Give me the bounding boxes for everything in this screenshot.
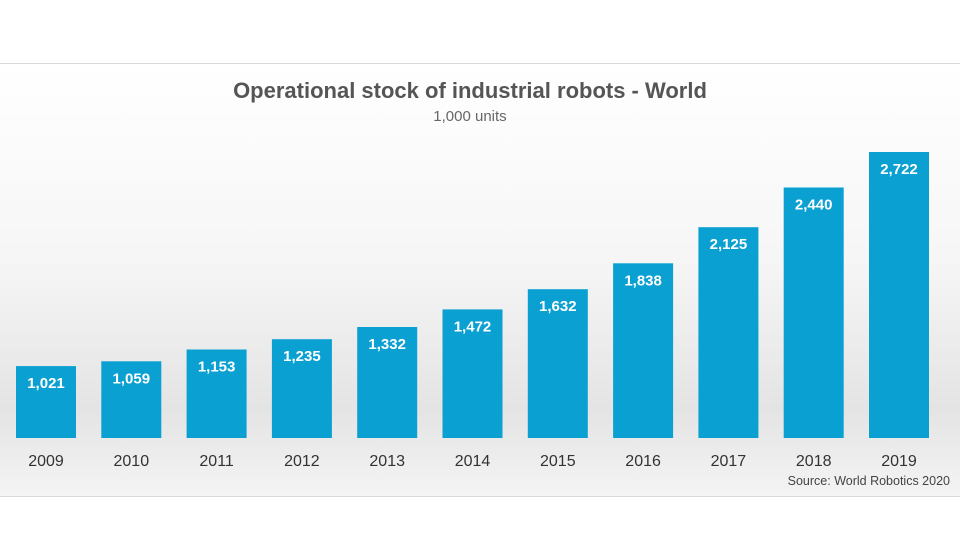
bar-2013 (357, 327, 418, 438)
value-label-2018: 2,440 (795, 197, 833, 214)
value-label-2010: 1,059 (113, 370, 151, 387)
bar-2009 (16, 366, 76, 438)
bar-2016 (613, 263, 674, 438)
value-label-2015: 1,632 (539, 298, 577, 315)
x-tick-2011: 2011 (199, 453, 234, 470)
x-tick-2015: 2015 (540, 453, 576, 470)
bar-2017 (698, 227, 759, 438)
x-tick-2017: 2017 (711, 453, 747, 470)
x-tick-labels-group: 2009 2010 2011 2012 2013 2014 2015 2016 2017 2018… (28, 453, 917, 470)
x-tick-2013: 2013 (369, 453, 405, 470)
bar-2019 (869, 152, 929, 438)
value-label-2012: 1,235 (283, 348, 321, 365)
x-tick-2010: 2010 (114, 453, 150, 470)
x-tick-2012: 2012 (284, 453, 320, 470)
source-note: Source: World Robotics 2020 (787, 474, 950, 488)
x-tick-2019: 2019 (881, 453, 917, 470)
value-label-2019: 2,722 (880, 161, 918, 178)
bar-2015 (527, 289, 588, 438)
chart-title: Operational stock of industrial robots -… (233, 78, 707, 103)
bar-2010 (101, 361, 162, 438)
value-label-2017: 2,125 (710, 236, 748, 253)
bars-group (16, 152, 929, 438)
x-tick-2016: 2016 (625, 453, 661, 470)
value-label-2009: 1,021 (27, 375, 65, 392)
chart-subtitle: 1,000 units (433, 108, 507, 125)
bar-2014 (442, 309, 503, 438)
x-tick-2018: 2018 (796, 453, 832, 470)
value-label-2011: 1,153 (198, 359, 236, 376)
value-labels-group: 1,021 1,059 1,153 1,235 1,332 1,472 1,632 1,838… (27, 161, 918, 392)
value-label-2014: 1,472 (454, 318, 492, 335)
bar-2012 (271, 339, 332, 438)
bar-2018 (783, 187, 844, 438)
value-label-2013: 1,332 (368, 336, 406, 353)
x-tick-2014: 2014 (455, 453, 491, 470)
x-tick-2009: 2009 (28, 453, 64, 470)
bar-2011 (186, 349, 247, 438)
value-label-2016: 1,838 (624, 272, 662, 289)
